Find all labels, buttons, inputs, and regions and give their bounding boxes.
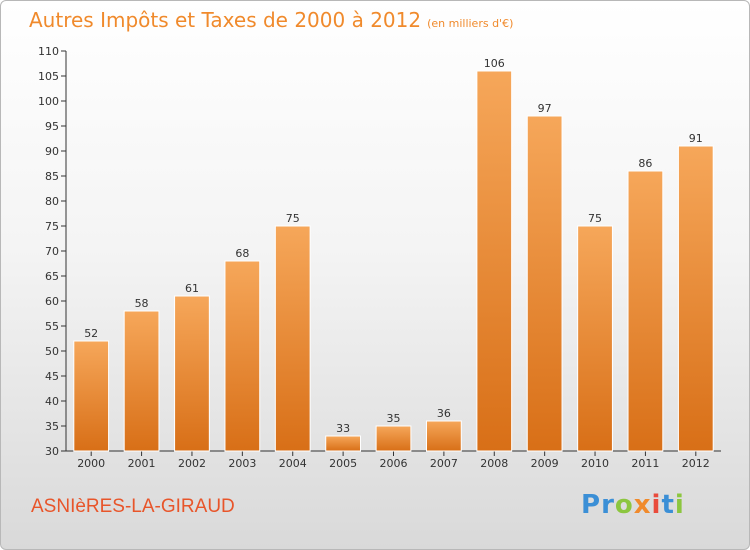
bar[interactable] [677, 145, 714, 452]
x-tick-label: 2006 [380, 457, 408, 470]
bar-value-label: 91 [689, 132, 703, 145]
chart-title-text: Autres Impôts et Taxes de 2000 à 2012 [29, 8, 422, 32]
y-tick-label: 60 [45, 295, 59, 308]
chart-title-unit: (en milliers d'€) [427, 17, 514, 30]
logo-letter: x [633, 490, 652, 520]
bar-value-label: 58 [135, 297, 149, 310]
y-tick-label: 110 [38, 45, 59, 58]
bar-value-label: 68 [235, 247, 249, 260]
x-tick-label: 2001 [128, 457, 156, 470]
y-tick-label: 95 [45, 120, 59, 133]
bar[interactable] [476, 70, 513, 452]
y-tick-label: 75 [45, 220, 59, 233]
y-tick-label: 100 [38, 95, 59, 108]
bar[interactable] [73, 340, 110, 452]
bar-value-label: 75 [588, 212, 602, 225]
bar-value-label: 36 [437, 407, 451, 420]
y-tick-label: 30 [45, 445, 59, 458]
chart-title: Autres Impôts et Taxes de 2000 à 2012 (en… [29, 8, 513, 32]
y-tick-label: 65 [45, 270, 59, 283]
y-tick-label: 35 [45, 420, 59, 433]
y-tick-label: 55 [45, 320, 59, 333]
bar[interactable] [526, 115, 563, 452]
logo-letter: t [661, 490, 675, 520]
x-tick-label: 2002 [178, 457, 206, 470]
bar-value-label: 52 [84, 327, 98, 340]
bar-value-label: 106 [484, 57, 505, 70]
y-tick-label: 105 [38, 70, 59, 83]
bar[interactable] [274, 225, 311, 452]
y-tick-label: 40 [45, 395, 59, 408]
proxiti-logo[interactable]: Proxiti [581, 490, 685, 520]
bar-value-label: 97 [538, 102, 552, 115]
bar-value-label: 86 [638, 157, 652, 170]
y-tick-label: 70 [45, 245, 59, 258]
x-tick-label: 2005 [329, 457, 357, 470]
x-tick-label: 2012 [682, 457, 710, 470]
logo-letter: o [614, 490, 634, 520]
bar-value-label: 61 [185, 282, 199, 295]
bar[interactable] [123, 310, 160, 452]
logo-letter: P [581, 490, 602, 520]
x-tick-label: 2008 [480, 457, 508, 470]
y-tick-label: 90 [45, 145, 59, 158]
x-tick-label: 2004 [279, 457, 307, 470]
bar-value-label: 75 [286, 212, 300, 225]
bar[interactable] [224, 260, 261, 452]
logo-letter: i [674, 490, 685, 520]
y-axis: 30 35 40 45 50 55 60 65 70 75 80 85 90 95 100 105 110 [38, 45, 67, 458]
x-tick-label: 2000 [77, 457, 105, 470]
x-axis: 2000 2001 2002 2003 2004 2005 2006 2007 2008 2009… [66, 450, 721, 470]
bar[interactable] [426, 420, 462, 452]
x-tick-label: 2011 [631, 457, 659, 470]
bar[interactable] [375, 425, 412, 452]
bar[interactable] [325, 435, 361, 452]
y-tick-label: 80 [45, 195, 59, 208]
x-tick-label: 2009 [531, 457, 559, 470]
y-tick-label: 50 [45, 345, 59, 358]
bars: 52 58 61 68 75 33 35 36 106 97 75 86 91 [73, 57, 714, 452]
logo-letter: r [601, 490, 615, 520]
bar-value-label: 35 [387, 412, 401, 425]
x-tick-label: 2007 [430, 457, 458, 470]
bar[interactable] [627, 170, 664, 452]
bar[interactable] [577, 225, 613, 452]
bar[interactable] [174, 295, 210, 452]
town-name: ASNIèRES-LA-GIRAUD [31, 496, 235, 517]
x-tick-label: 2003 [228, 457, 256, 470]
bar-value-label: 33 [336, 422, 350, 435]
logo-letter: i [651, 490, 662, 520]
x-tick-label: 2010 [581, 457, 609, 470]
y-tick-label: 45 [45, 370, 59, 383]
y-tick-label: 85 [45, 170, 59, 183]
